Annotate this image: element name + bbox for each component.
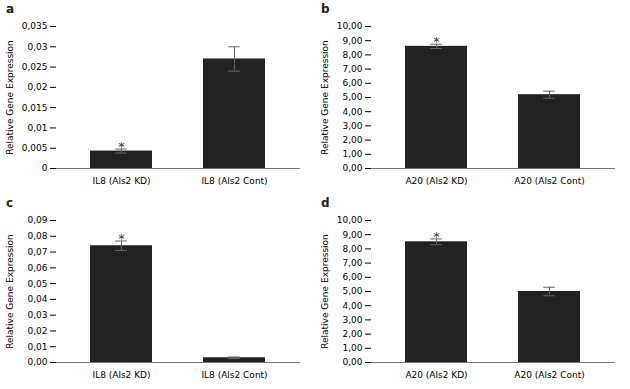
svg-text:A20 (Als2 KD): A20 (Als2 KD) (405, 370, 467, 380)
svg-text:Relative Gene Expression: Relative Gene Expression (5, 40, 15, 155)
html-text:c: c (6, 196, 14, 210)
svg-text:A20 (Als2 Cont): A20 (Als2 Cont) (514, 176, 584, 186)
svg-text:1,00: 1,00 (342, 149, 362, 159)
svg-text:0,08: 0,08 (27, 231, 47, 241)
svg-text:7,00: 7,00 (342, 258, 362, 268)
svg-text:8,00: 8,00 (342, 244, 362, 254)
svg-text:9,00: 9,00 (342, 230, 362, 240)
svg-text:2,00: 2,00 (342, 329, 362, 339)
svg-text:0,035: 0,035 (22, 21, 48, 31)
svg-text:A20 (Als2 Cont): A20 (Als2 Cont) (514, 370, 584, 380)
svg-text:Relative Gene Expression: Relative Gene Expression (320, 234, 330, 349)
svg-text:10,00: 10,00 (337, 21, 363, 31)
svg-text:0,07: 0,07 (27, 247, 47, 257)
html-text:b: b (321, 2, 330, 16)
svg-text:2,00: 2,00 (342, 135, 362, 145)
html-text:a: a (6, 2, 15, 16)
svg-text:0,09: 0,09 (27, 215, 47, 225)
svg-text:*: * (118, 139, 125, 154)
svg-text:0,00: 0,00 (342, 357, 362, 367)
svg-text:5,00: 5,00 (342, 92, 362, 102)
svg-text:0,03: 0,03 (27, 310, 47, 320)
svg-text:4,00: 4,00 (342, 301, 362, 311)
svg-text:A20 (Als2 KD): A20 (Als2 KD) (405, 176, 467, 186)
svg-text:0,025: 0,025 (22, 62, 48, 72)
svg-text:0,01: 0,01 (27, 123, 47, 133)
svg-text:*: * (433, 229, 440, 244)
svg-text:IL8 (Als2 Cont): IL8 (Als2 Cont) (201, 176, 267, 186)
svg-text:0,03: 0,03 (27, 42, 47, 52)
svg-text:0,00: 0,00 (27, 357, 47, 367)
svg-text:0,00: 0,00 (342, 163, 362, 173)
svg-text:10,00: 10,00 (337, 215, 363, 225)
svg-text:3,00: 3,00 (342, 315, 362, 325)
svg-text:6,00: 6,00 (342, 272, 362, 282)
svg-text:1,00: 1,00 (342, 343, 362, 353)
svg-text:IL8 (Als2 KD): IL8 (Als2 KD) (92, 176, 150, 186)
svg-text:0,02: 0,02 (27, 82, 47, 92)
html-text:d: d (321, 196, 330, 210)
svg-text:0,05: 0,05 (27, 278, 47, 288)
svg-text:IL8 (Als2 Cont): IL8 (Als2 Cont) (201, 370, 267, 380)
svg-text:*: * (118, 231, 125, 246)
svg-text:7,00: 7,00 (342, 64, 362, 74)
svg-text:Relative Gene Expression: Relative Gene Expression (5, 234, 15, 349)
svg-text:6,00: 6,00 (342, 78, 362, 88)
svg-text:3,00: 3,00 (342, 121, 362, 131)
svg-text:*: * (433, 34, 440, 49)
svg-text:0,06: 0,06 (27, 263, 47, 273)
svg-text:0: 0 (42, 163, 48, 173)
svg-text:Relative Gene Expression: Relative Gene Expression (320, 40, 330, 155)
svg-text:0,04: 0,04 (27, 294, 47, 304)
svg-text:9,00: 9,00 (342, 36, 362, 46)
svg-text:0,01: 0,01 (27, 342, 47, 352)
svg-text:5,00: 5,00 (342, 286, 362, 296)
svg-text:0,005: 0,005 (22, 143, 48, 153)
svg-text:8,00: 8,00 (342, 50, 362, 60)
svg-text:0,015: 0,015 (22, 103, 48, 113)
svg-text:4,00: 4,00 (342, 107, 362, 117)
svg-text:IL8 (Als2 KD): IL8 (Als2 KD) (92, 370, 150, 380)
svg-text:0,02: 0,02 (27, 326, 47, 336)
